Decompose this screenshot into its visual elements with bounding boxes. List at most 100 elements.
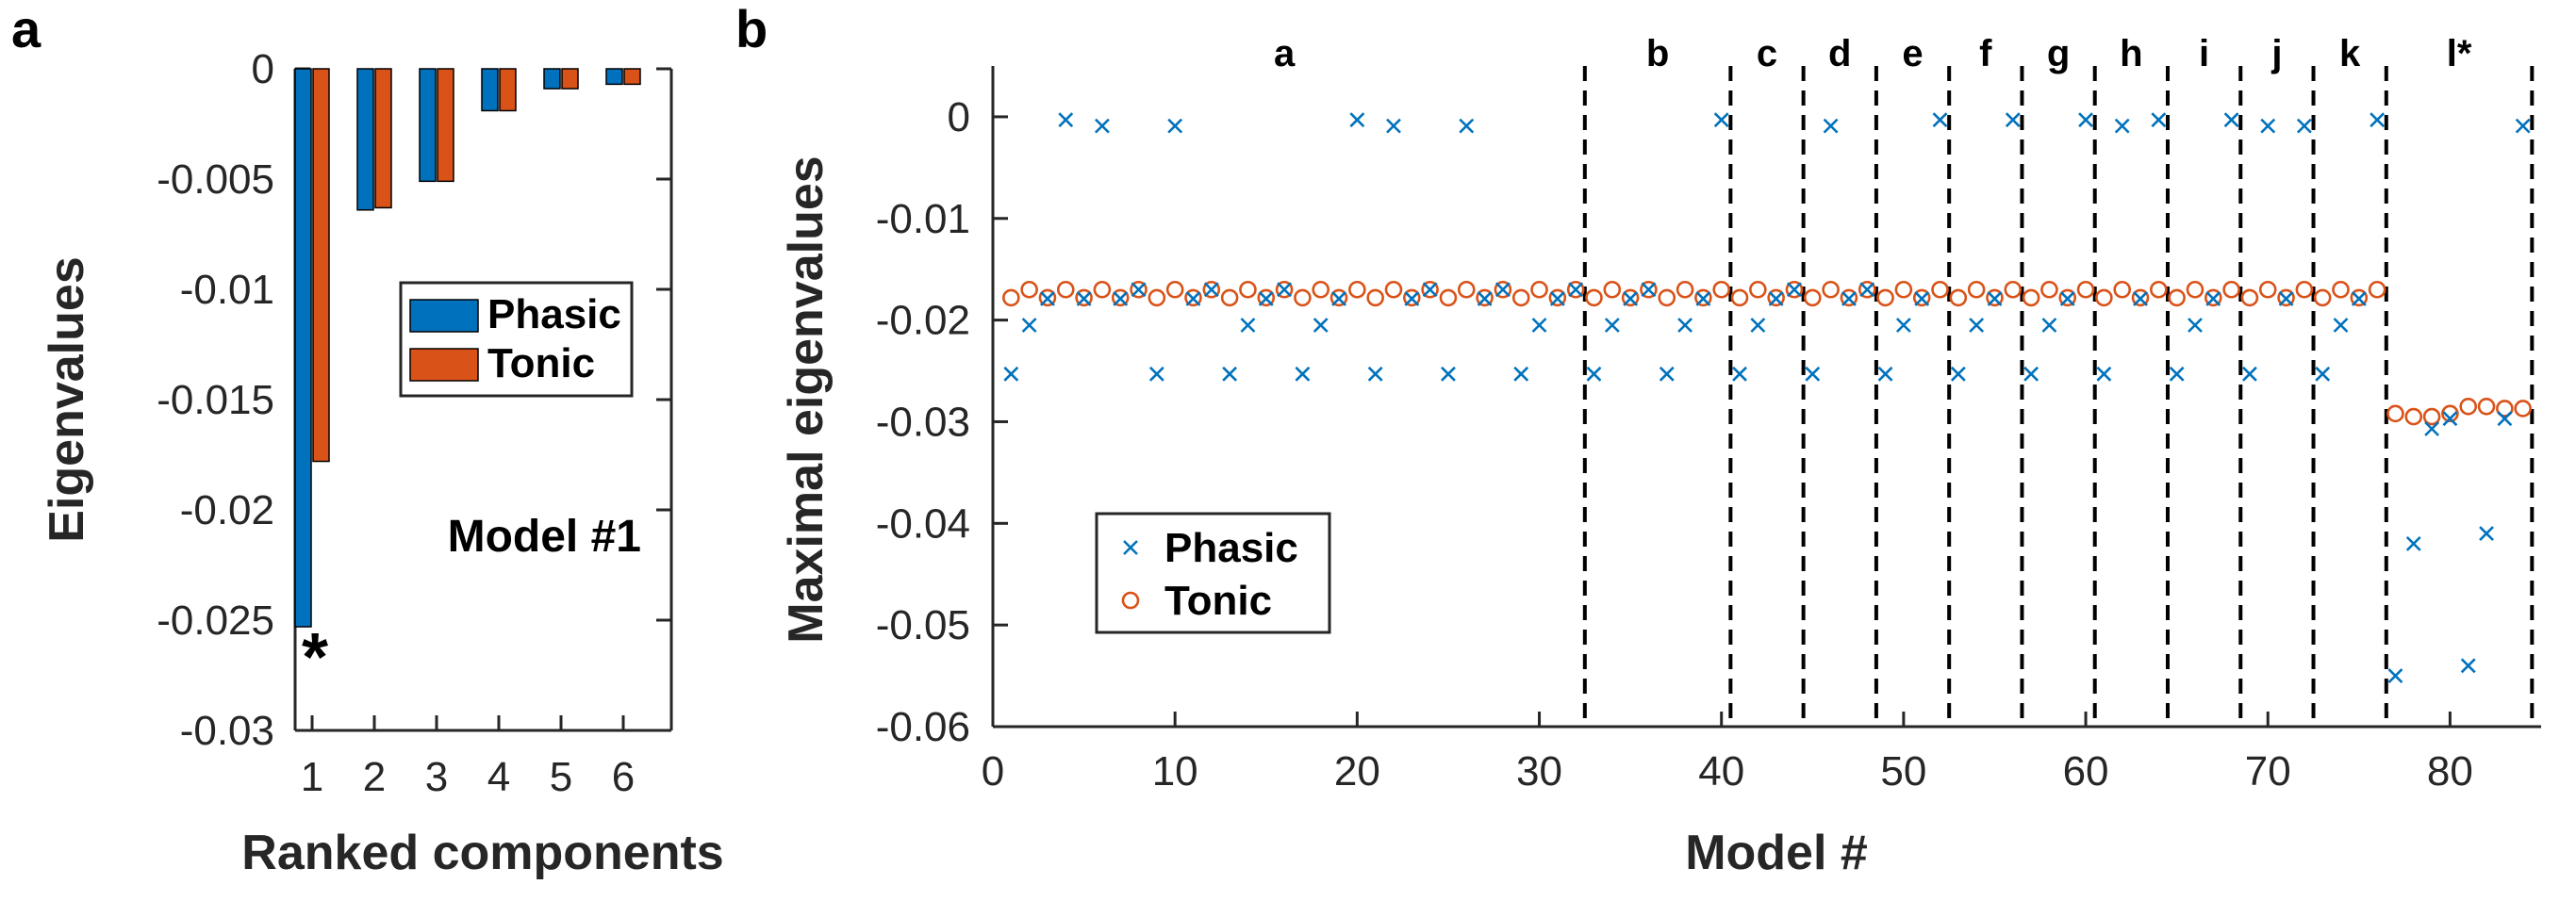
panel-b-tonic-point xyxy=(1803,288,1822,307)
panel-b-phasic-point xyxy=(2442,411,2458,427)
panel-a-bar-tonic-3 xyxy=(437,68,454,183)
panel-b-phasic-point xyxy=(2296,118,2312,134)
panel-b-tonic-point xyxy=(1894,280,1913,299)
panel-b-phasic-point xyxy=(1513,366,1529,382)
panel-b-phasic-point xyxy=(1768,291,1784,306)
panel-b-tonic-point xyxy=(1239,280,1257,299)
panel-b-phasic-point xyxy=(2460,658,2476,674)
panel-b-tonic-point xyxy=(1202,280,1221,299)
panel-b-group-label: i xyxy=(2199,33,2209,74)
panel-a-bar-phasic-1 xyxy=(294,68,312,628)
panel-b-xtick-label: 70 xyxy=(2245,748,2291,795)
panel-b-phasic-point xyxy=(1331,291,1346,306)
panel-a-star-annotation: * xyxy=(302,620,328,696)
panel-b-tonic-point xyxy=(2277,288,2295,307)
panel-b-phasic-point xyxy=(1040,291,1055,306)
panel-a-letter: a xyxy=(11,0,41,58)
panel-b-tonic-point xyxy=(1876,288,1894,307)
panel-b-tonic-point xyxy=(1257,288,1276,307)
panel-b-tonic-point xyxy=(1384,280,1403,299)
panel-b-tonic-point xyxy=(2004,280,2023,299)
panel-b-legend-label-phasic: Phasic xyxy=(1164,525,1298,571)
panel-b-phasic-point xyxy=(1549,291,1565,306)
panel-b-legend-marker-phasic xyxy=(1123,540,1138,555)
panel-b-ytick-label: -0.06 xyxy=(876,704,970,750)
panel-b-group-label: h xyxy=(2120,33,2142,74)
panel-b-phasic-point xyxy=(1641,282,1657,298)
panel-b-phasic-point xyxy=(1113,291,1129,306)
panel-a-xtick-label: 5 xyxy=(550,754,572,800)
panel-b-tonic-point xyxy=(2514,400,2532,418)
panel-b-tonic-point xyxy=(1749,280,1767,299)
panel-b-phasic-point xyxy=(1859,282,1875,298)
panel-a-xtick-label: 4 xyxy=(487,754,510,800)
panel-b-tonic-point xyxy=(1439,288,1458,307)
panel-b-tonic-point xyxy=(2113,280,2131,299)
panel-b-tonic-point xyxy=(1220,288,1239,307)
panel-b-group-label: b xyxy=(1646,33,1669,74)
panel-b-tonic-point xyxy=(1621,288,1640,307)
panel-b-tonic-point xyxy=(1457,280,1476,299)
panel-b-tonic-point xyxy=(2258,280,2277,299)
panel-a-ytick-label: -0.02 xyxy=(180,487,274,533)
panel-b-tonic-point xyxy=(1511,288,1530,307)
panel-b-tonic-point xyxy=(2186,280,2204,299)
panel-b-phasic-point xyxy=(1277,282,1292,298)
panel-b-phasic-point xyxy=(1969,318,1985,333)
panel-a-ytick-label: -0.005 xyxy=(157,156,274,203)
panel-b-xtick-label: 0 xyxy=(982,748,1004,795)
panel-b-phasic-point xyxy=(2005,112,2021,128)
panel-b-phasic-point xyxy=(1367,366,1383,382)
panel-b-tonic-point xyxy=(2240,288,2259,307)
panel-b-tonic-point xyxy=(2222,280,2240,299)
panel-b-phasic-point xyxy=(1222,366,1238,382)
panel-b-tonic-point xyxy=(1658,288,1676,307)
panel-b-tonic-point xyxy=(1312,280,1330,299)
panel-a-bar-phasic-6 xyxy=(605,68,623,86)
panel-b-tonic-point xyxy=(1020,280,1038,299)
panel-b-phasic-point xyxy=(2405,535,2421,551)
panel-b-group-label: e xyxy=(1902,33,1923,74)
panel-b-phasic-point xyxy=(1258,291,1274,306)
panel-b-tonic-point xyxy=(1585,288,1603,307)
panel-a-legend-swatch-tonic xyxy=(409,348,479,382)
panel-b-tonic-point xyxy=(2496,400,2514,418)
panel-b-phasic-point xyxy=(1313,318,1329,333)
panel-b-tonic-point xyxy=(1694,288,1712,307)
panel-b-phasic-point xyxy=(1841,291,1857,306)
panel-b-tonic-point xyxy=(1676,280,1694,299)
panel-a-bar-chart: 0 -0.005 -0.01 -0.015 -0.02 -0.025 -0.03 1 2 3 4 5 6… xyxy=(40,46,724,880)
panel-a-ytick-label: -0.01 xyxy=(180,267,274,313)
panel-b-tonic-point xyxy=(1548,288,1567,307)
panel-b-tonic-point xyxy=(2441,404,2459,423)
panel-b-tonic-point xyxy=(1075,288,1093,307)
panel-b-tonic-point xyxy=(1366,288,1384,307)
panel-b-tonic-point xyxy=(1329,288,1348,307)
panel-b-tonic-point xyxy=(2459,397,2478,416)
panel-b-tonic-point xyxy=(1822,280,1840,299)
panel-b-tonic-point xyxy=(1403,288,1421,307)
panel-b-phasic-point xyxy=(1167,118,1183,134)
panel-a-ytick-label: -0.025 xyxy=(157,598,274,644)
panel-b-tonic-point xyxy=(1421,280,1439,299)
panel-a-xtick-label: 3 xyxy=(425,754,448,800)
panel-a-xtick-label: 2 xyxy=(363,754,386,800)
panel-b-tonic-point xyxy=(1348,280,1366,299)
panel-b-tonic-point xyxy=(1111,288,1130,307)
panel-a-bar-tonic-5 xyxy=(561,68,579,90)
panel-a-bar-tonic-2 xyxy=(374,68,392,209)
panel-b-tonic-point xyxy=(2386,404,2404,423)
panel-b-phasic-point xyxy=(1568,282,1584,298)
panel-b-phasic-point xyxy=(2479,526,2494,542)
panel-a-bar-tonic-6 xyxy=(623,68,641,86)
panel-b-tonic-point xyxy=(1858,280,1876,299)
panel-b-tonic-point xyxy=(1130,280,1148,299)
panel-b-phasic-point xyxy=(1494,282,1511,298)
panel-b-group-label: g xyxy=(2047,33,2070,74)
panel-b-group-label: j xyxy=(2271,33,2282,74)
panel-b-phasic-point xyxy=(1094,118,1110,134)
panel-b-phasic-point xyxy=(1240,318,1256,333)
panel-b-tonic-point xyxy=(2332,280,2350,299)
panel-a-legend-label-tonic: Tonic xyxy=(487,340,595,386)
panel-b-phasic-point xyxy=(2023,366,2039,382)
